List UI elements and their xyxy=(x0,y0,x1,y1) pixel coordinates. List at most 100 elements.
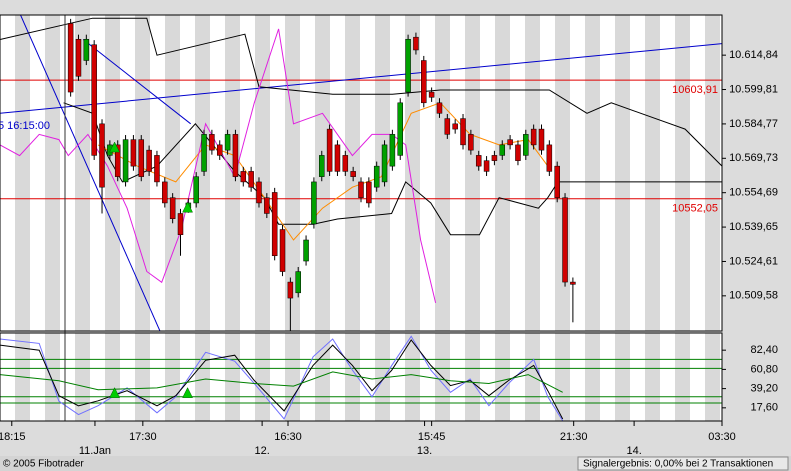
candle-body xyxy=(303,239,309,262)
stripe xyxy=(435,15,450,331)
signal-marker xyxy=(182,201,193,213)
price-frame xyxy=(0,14,723,332)
candle-body xyxy=(279,229,286,272)
candle-body xyxy=(554,165,560,198)
candle-body xyxy=(209,134,215,151)
y-tick-label: 10.554,69 xyxy=(729,187,778,199)
candle-body xyxy=(216,144,223,156)
candle-body xyxy=(146,149,152,172)
candle-body xyxy=(413,36,419,51)
y-tick-label: 10.509,58 xyxy=(729,290,778,302)
y-tick-label: 10.599,81 xyxy=(729,83,778,95)
candle-body xyxy=(264,197,270,214)
candle-body xyxy=(366,181,372,204)
x-tick-label: 17:30 xyxy=(129,431,157,443)
indicator-line xyxy=(97,102,549,241)
copyright: © 2005 Fibotrader xyxy=(3,459,84,470)
candle-body xyxy=(122,139,129,183)
stripe xyxy=(705,333,720,421)
y-tick-label: 10.584,77 xyxy=(729,118,778,130)
candle-body xyxy=(248,171,254,188)
stripe xyxy=(15,15,30,331)
candle-body xyxy=(256,181,262,204)
candle-body xyxy=(428,91,435,98)
candle-body xyxy=(389,134,396,167)
candle-body xyxy=(397,102,403,156)
stripe xyxy=(45,333,60,421)
stripe xyxy=(165,333,180,421)
candle-body xyxy=(468,134,474,151)
candle-body xyxy=(240,171,247,183)
stripe xyxy=(705,15,720,331)
candle-body xyxy=(201,134,207,172)
candle-body xyxy=(67,23,74,93)
stripe xyxy=(585,333,600,421)
stripe xyxy=(345,333,360,421)
candle-body xyxy=(224,134,231,151)
candle-body xyxy=(342,155,349,172)
signal-marker xyxy=(109,141,120,153)
stripe xyxy=(105,333,120,421)
candle-body xyxy=(114,144,121,177)
level-label: 10552,05 xyxy=(672,203,718,215)
x-tick-label: 13. xyxy=(417,445,432,457)
candle-body xyxy=(475,155,482,167)
oscillator-line xyxy=(0,339,564,420)
y-tick-label: 10.539,65 xyxy=(729,221,778,233)
indicator-line xyxy=(63,102,722,236)
stripe xyxy=(585,15,600,331)
status-box xyxy=(577,456,789,471)
stripe xyxy=(495,15,510,331)
candle-body xyxy=(271,192,278,257)
candle-body xyxy=(311,181,317,225)
price-plot xyxy=(0,15,722,331)
trend-line xyxy=(19,15,161,331)
candle-body xyxy=(358,181,364,198)
candle-body xyxy=(507,139,513,146)
x-tick-label: 12. xyxy=(254,445,269,457)
candle-body xyxy=(287,281,294,299)
y-tick-label: 10.614,84 xyxy=(729,49,778,61)
candle-body xyxy=(232,134,239,177)
oscillator-line xyxy=(0,335,564,421)
candle-body xyxy=(373,165,380,188)
candle-body xyxy=(562,197,568,283)
stripe xyxy=(615,333,630,421)
y-tick-label: 39,20 xyxy=(750,383,778,395)
y-tick-label: 60,80 xyxy=(750,363,778,375)
x-tick-label: 18:15 xyxy=(0,431,26,443)
candle-body xyxy=(295,271,301,294)
stripe xyxy=(495,333,510,421)
candle-body xyxy=(162,181,168,204)
x-tick-label: 21:30 xyxy=(560,431,588,443)
candle-body xyxy=(444,118,451,135)
candle-body xyxy=(169,197,176,219)
x-tick-label: 15:45 xyxy=(418,431,446,443)
stripe xyxy=(165,15,180,331)
x-tick-label: 11.Jan xyxy=(79,445,111,457)
candle-body xyxy=(570,281,576,285)
signal-marker xyxy=(109,387,120,398)
stripe xyxy=(255,333,270,421)
candle-body xyxy=(538,128,545,151)
candle-body xyxy=(91,44,97,156)
candle-body xyxy=(130,139,137,167)
y-tick-label: 10.569,73 xyxy=(729,152,778,164)
candle-body xyxy=(326,128,333,172)
stripe xyxy=(75,15,90,331)
candle-body xyxy=(75,38,82,77)
stripe xyxy=(75,333,90,421)
candle-body xyxy=(530,128,537,146)
candle-body xyxy=(99,123,105,188)
stripe xyxy=(615,15,630,331)
candle-body xyxy=(515,144,521,161)
oscillator-plot xyxy=(0,335,722,421)
candle-body xyxy=(334,144,341,172)
stripe xyxy=(315,333,330,421)
stripe xyxy=(405,15,420,331)
status-text: Signalergebnis: 0,00% bei 2 Transaktione… xyxy=(583,459,773,470)
candle-body xyxy=(177,213,184,235)
x-tick-label: 03:30 xyxy=(708,431,736,443)
candle-body xyxy=(154,155,160,183)
